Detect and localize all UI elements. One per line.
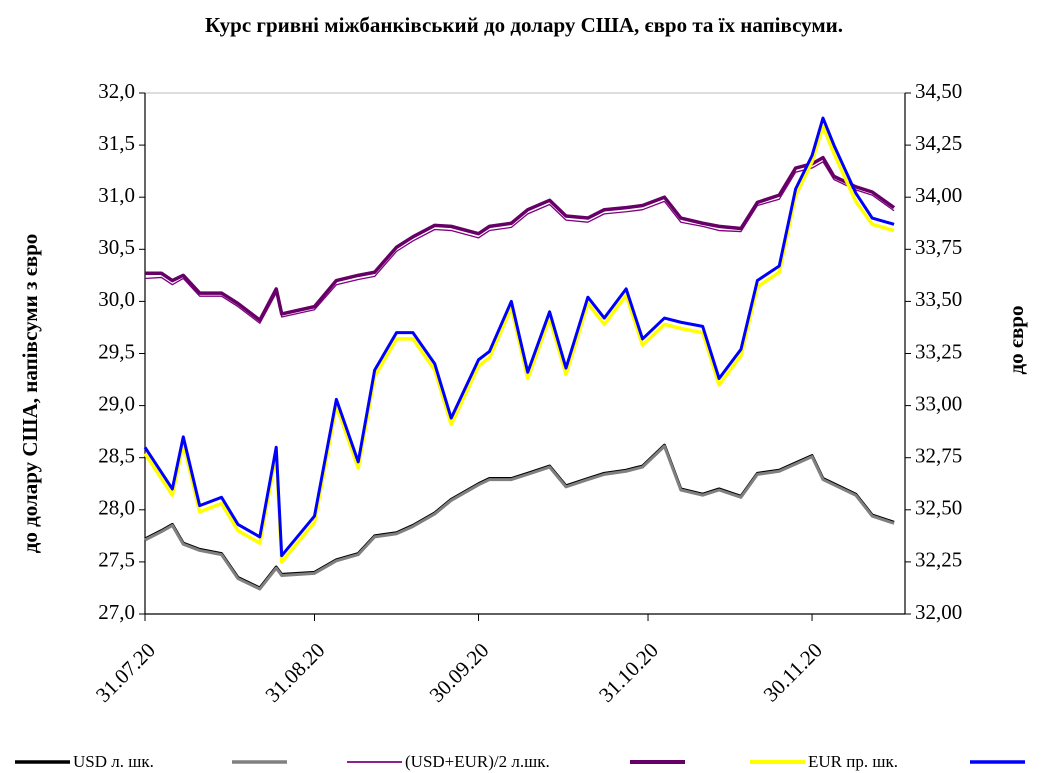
y-tick-label: 30,0 [98, 287, 135, 311]
y2-tick-label: 34,50 [915, 79, 962, 103]
series-line [144, 443, 895, 590]
chart-title: Курс гривні міжбанківський до долару США… [204, 13, 844, 37]
y-tick-label: 30,5 [98, 235, 135, 259]
y-tick-label: 27,5 [98, 548, 135, 572]
y-tick-label: 28,0 [98, 496, 135, 520]
y2-tick-label: 32,75 [915, 444, 962, 468]
x-tick-label: 31.08.20 [260, 638, 329, 707]
y-tick-label: 31,0 [98, 183, 135, 207]
legend-label: EUR пр. шк. [808, 752, 898, 771]
y2-axis-label: до євро [1004, 306, 1028, 375]
y2-tick-label: 33,00 [915, 391, 962, 415]
y-tick-label: 31,5 [98, 131, 135, 155]
y2-tick-label: 34,25 [915, 131, 962, 155]
series-line [144, 444, 895, 591]
x-tick-label: 31.07.20 [91, 638, 160, 707]
y-tick-label: 32,0 [98, 79, 135, 103]
y-tick-label: 27,0 [98, 600, 135, 624]
y2-tick-label: 33,75 [915, 235, 962, 259]
y2-tick-label: 32,50 [915, 496, 962, 520]
series-line [143, 116, 895, 558]
y-tick-label: 28,5 [98, 444, 135, 468]
y-axis-label: до долару США, напівсуми з євро [18, 234, 42, 554]
y2-tick-label: 33,50 [915, 287, 962, 311]
x-tick-label: 30.09.20 [425, 638, 494, 707]
legend-label: USD л. шк. [73, 752, 154, 771]
x-tick-label: 31.10.20 [594, 638, 663, 707]
series-line [144, 161, 895, 324]
series-line [145, 155, 896, 322]
x-tick-label: 30.11.20 [759, 638, 827, 706]
y2-tick-label: 32,00 [915, 600, 962, 624]
y2-tick-label: 33,25 [915, 339, 962, 363]
legend-label: (USD+EUR)/2 л.шк. [405, 752, 550, 771]
y2-tick-label: 32,25 [915, 548, 962, 572]
y-tick-label: 29,5 [98, 339, 135, 363]
y2-tick-label: 34,00 [915, 183, 962, 207]
y-tick-label: 29,0 [98, 391, 135, 415]
